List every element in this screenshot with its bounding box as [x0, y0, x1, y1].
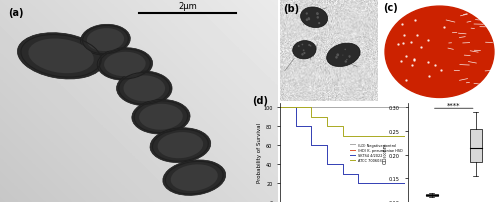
Ellipse shape [344, 49, 346, 51]
Y-axis label: OD₅₀₀nm: OD₅₀₀nm [382, 142, 388, 163]
Ellipse shape [326, 44, 360, 67]
Legend: (LD) Negative control, (HD) K. pneumoniae HSD, SKTS4 4/2022, ATCC 700603: (LD) Negative control, (HD) K. pneumonia… [349, 142, 404, 163]
Ellipse shape [348, 56, 350, 58]
Ellipse shape [308, 45, 310, 47]
Ellipse shape [302, 54, 304, 56]
Circle shape [385, 7, 494, 98]
Ellipse shape [139, 104, 183, 130]
Ellipse shape [318, 23, 320, 25]
Bar [470, 129, 482, 162]
Ellipse shape [18, 34, 104, 80]
Ellipse shape [28, 39, 94, 74]
Bar [426, 194, 438, 196]
Ellipse shape [170, 165, 218, 191]
Ellipse shape [292, 41, 316, 60]
Text: (a): (a) [8, 8, 24, 18]
Ellipse shape [335, 57, 338, 59]
Ellipse shape [316, 13, 319, 16]
Ellipse shape [132, 100, 190, 134]
Ellipse shape [303, 50, 304, 52]
Ellipse shape [104, 53, 146, 77]
Ellipse shape [87, 29, 124, 52]
Ellipse shape [158, 133, 203, 158]
Ellipse shape [150, 128, 210, 163]
Text: ****: **** [447, 102, 460, 108]
Ellipse shape [306, 13, 308, 16]
Ellipse shape [97, 48, 152, 81]
Ellipse shape [80, 25, 130, 56]
Ellipse shape [298, 46, 300, 48]
Text: (c): (c) [382, 3, 398, 13]
Ellipse shape [116, 72, 172, 106]
Ellipse shape [300, 8, 328, 28]
Ellipse shape [304, 53, 306, 55]
Ellipse shape [310, 46, 311, 47]
Ellipse shape [302, 44, 303, 46]
Ellipse shape [316, 13, 318, 15]
Ellipse shape [344, 61, 347, 63]
Ellipse shape [346, 60, 348, 61]
Ellipse shape [349, 57, 350, 58]
Ellipse shape [342, 55, 344, 56]
Ellipse shape [310, 46, 312, 47]
Ellipse shape [308, 18, 310, 21]
Ellipse shape [316, 17, 319, 20]
Text: (b): (b) [283, 4, 299, 14]
Ellipse shape [163, 160, 226, 195]
Ellipse shape [308, 19, 310, 21]
Ellipse shape [124, 76, 165, 102]
Ellipse shape [306, 19, 308, 22]
Text: 2μm: 2μm [178, 2, 197, 11]
Ellipse shape [336, 54, 339, 57]
Y-axis label: Probability of Survival: Probability of Survival [256, 123, 262, 182]
Text: (d): (d) [252, 95, 268, 105]
